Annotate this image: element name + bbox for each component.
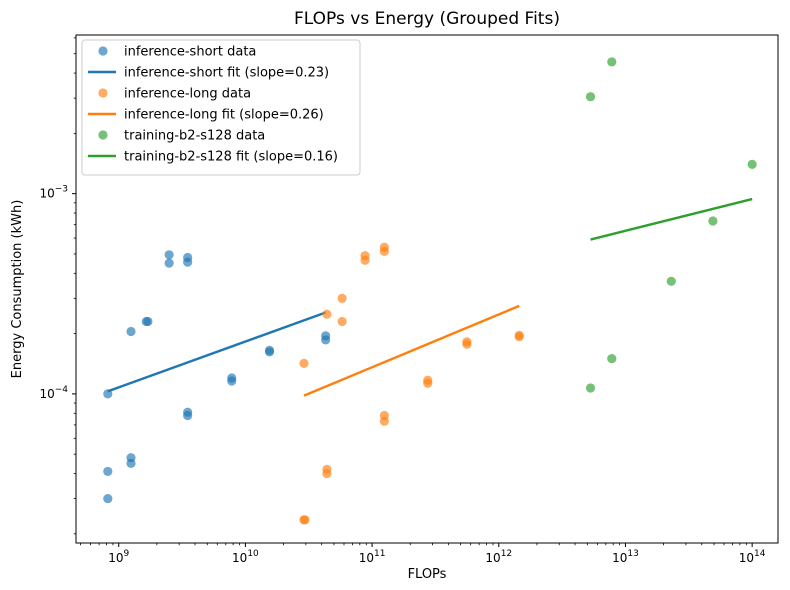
legend-entry-label: training-b2-s128 data bbox=[124, 129, 265, 144]
scatter-point bbox=[585, 383, 596, 393]
scatter-point bbox=[666, 276, 676, 286]
x-axis-label: FLOPs bbox=[408, 567, 447, 582]
legend-entry-label: inference-long fit (slope=0.26) bbox=[124, 108, 324, 123]
y-tick-label: 10−4 bbox=[39, 385, 68, 401]
scatter-point bbox=[585, 92, 596, 102]
fit-line bbox=[590, 197, 753, 241]
scatter-point bbox=[183, 410, 193, 421]
scatter-point bbox=[299, 358, 309, 368]
legend-marker bbox=[98, 88, 108, 98]
legend: inference-short data inference-short fit … bbox=[81, 39, 361, 176]
scatter-point bbox=[227, 376, 237, 386]
legend-entry-label: inference-short fit (slope=0.23) bbox=[124, 66, 329, 81]
x-tick-label: 109 bbox=[108, 549, 129, 565]
chart-title: FLOPs vs Energy (Grouped Fits) bbox=[294, 9, 560, 29]
scatter-point bbox=[379, 246, 389, 256]
scatter-point bbox=[337, 316, 347, 327]
fit-line bbox=[303, 304, 520, 397]
scatter-point bbox=[337, 293, 347, 303]
scatter-point bbox=[514, 332, 524, 342]
scatter-point bbox=[322, 309, 332, 319]
y-axis: 10−4 10−3 bbox=[39, 37, 76, 535]
plot-area bbox=[75, 34, 779, 544]
x-tick-label: 1011 bbox=[359, 549, 386, 565]
scatter-point bbox=[103, 493, 113, 504]
scatter-point bbox=[321, 335, 331, 345]
plot-frame bbox=[75, 34, 779, 544]
scatter-point bbox=[379, 416, 389, 426]
scatter-point bbox=[126, 458, 136, 468]
legend-entry-label: inference-short data bbox=[124, 45, 256, 60]
legend-marker bbox=[98, 46, 108, 56]
scatter-point bbox=[126, 326, 136, 337]
scatter-point bbox=[322, 468, 332, 479]
scatter-point bbox=[423, 378, 433, 388]
x-tick-label: 1013 bbox=[612, 549, 639, 565]
y-tick-label: 10−3 bbox=[39, 185, 68, 201]
scatter-point bbox=[183, 257, 193, 267]
scatter-point bbox=[607, 57, 617, 67]
x-axis: 109 1010 1011 1012 1013 1014 bbox=[80, 543, 766, 565]
series-layer bbox=[103, 57, 757, 525]
legend-entry-label: training-b2-s128 fit (slope=0.16) bbox=[124, 150, 338, 165]
x-tick-label: 1014 bbox=[739, 549, 766, 565]
scatter-point bbox=[164, 250, 174, 260]
legend-entry-label: inference-long data bbox=[124, 87, 251, 102]
scatter-point bbox=[360, 255, 370, 265]
legend-marker bbox=[98, 130, 108, 140]
scatter-point bbox=[264, 347, 275, 357]
scatter-point bbox=[462, 339, 472, 349]
scatter-point bbox=[607, 354, 617, 364]
scatter-point bbox=[300, 515, 310, 525]
scatter-point bbox=[103, 466, 113, 477]
y-axis-label: Energy Consumption (kWh) bbox=[10, 200, 25, 379]
scatter-point bbox=[164, 258, 174, 268]
fit-line bbox=[107, 311, 327, 393]
x-tick-label: 1012 bbox=[485, 549, 512, 565]
x-tick-label: 1010 bbox=[232, 549, 259, 565]
scatter-point bbox=[747, 159, 757, 169]
legend-box bbox=[81, 39, 361, 176]
scatter-point bbox=[708, 216, 718, 226]
scatter-point bbox=[143, 316, 153, 327]
